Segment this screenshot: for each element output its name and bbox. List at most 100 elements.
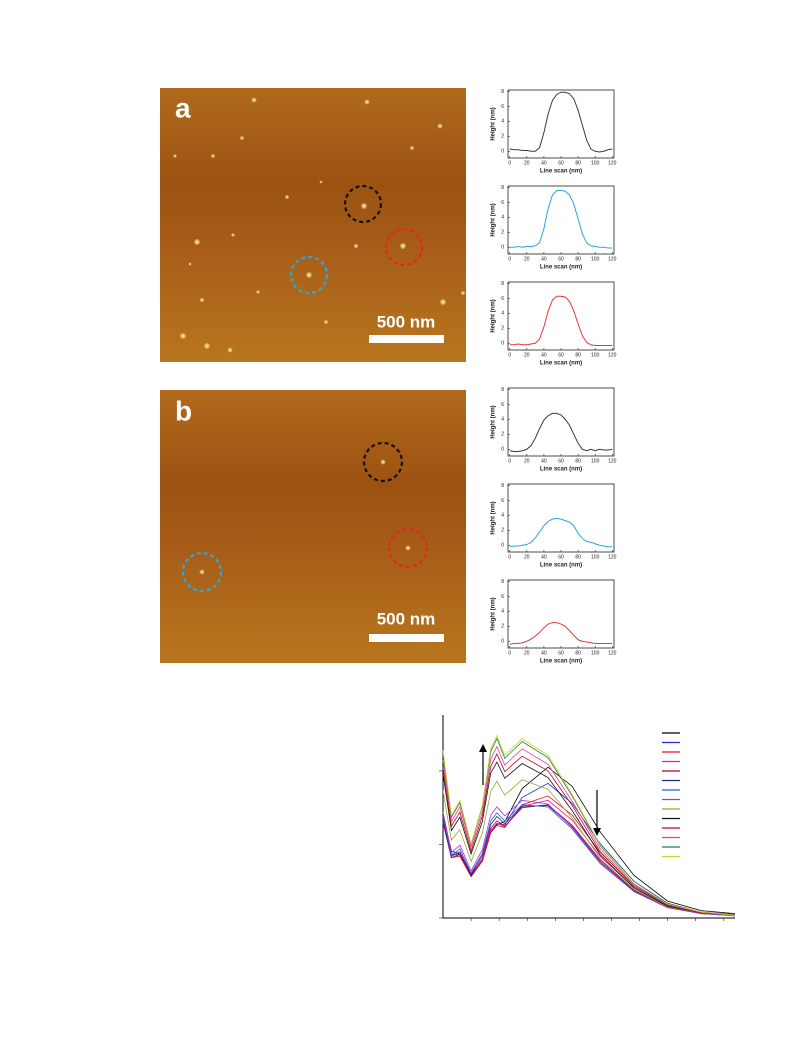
x-tick-label: 0 — [508, 554, 511, 560]
x-axis-label: Line scan (nm) — [540, 169, 582, 175]
x-tick-label: 120 — [608, 554, 617, 560]
x-tick-label: 80 — [575, 160, 581, 166]
y-tick-label: 8 — [501, 185, 504, 191]
x-tick-label: 120 — [608, 256, 617, 262]
x-tick-label: 80 — [575, 256, 581, 262]
series-line — [442, 804, 736, 916]
x-tick-label: 20 — [524, 458, 530, 464]
x-tick-label: 0 — [508, 160, 511, 166]
x-tick-label: 120 — [608, 458, 617, 464]
series-line — [442, 799, 736, 916]
y-axis-label: Height (nm) — [491, 501, 497, 534]
marker-circle — [384, 227, 424, 267]
panel-label: a — [175, 92, 191, 123]
plot-frame — [507, 483, 615, 553]
x-tick-label: 120 — [608, 352, 617, 358]
x-tick-label: 80 — [575, 352, 581, 358]
y-tick-label: 2 — [501, 432, 504, 438]
y-tick-label: 8 — [501, 89, 504, 95]
series-line — [509, 295, 613, 347]
x-tick-label: 100 — [591, 256, 600, 262]
y-axis-label: Height (nm) — [491, 405, 497, 438]
y-tick-label: 4 — [501, 609, 504, 615]
x-tick-label: 40 — [541, 160, 547, 166]
plot-frame — [507, 387, 615, 457]
x-axis-label: Line scan (nm) — [540, 265, 582, 271]
series-line — [442, 737, 736, 916]
x-tick-label: 80 — [575, 458, 581, 464]
series-line — [442, 779, 736, 917]
series-line — [509, 517, 613, 548]
afm-image-a: a 500 nm — [160, 88, 466, 362]
x-tick-label: 20 — [524, 554, 530, 560]
afm-background — [160, 390, 466, 663]
x-tick-label: 60 — [558, 160, 564, 166]
y-tick-label: 6 — [501, 296, 504, 302]
series-line — [442, 805, 736, 917]
x-axis-label: Line scan (nm) — [540, 563, 582, 569]
x-tick-label: 20 — [524, 650, 530, 656]
x-tick-label: 120 — [608, 650, 617, 656]
x-tick-label: 60 — [558, 650, 564, 656]
x-tick-label: 80 — [575, 554, 581, 560]
x-tick-label: 100 — [591, 458, 600, 464]
plot-frame — [507, 89, 615, 159]
series-line — [442, 753, 736, 916]
scale-bar-label: 500 nm — [377, 609, 436, 628]
x-tick-label: 20 — [524, 160, 530, 166]
x-axis-label: Line scan (nm) — [540, 361, 582, 367]
x-axis-label: Line scan (nm) — [540, 659, 582, 665]
x-tick-label: 0 — [508, 352, 511, 358]
y-tick-label: 8 — [501, 579, 504, 585]
x-tick-label: 0 — [508, 256, 511, 262]
particles — [199, 459, 411, 575]
y-axis-label: Height (nm) — [491, 107, 497, 140]
series-line — [442, 804, 736, 917]
y-tick-label: 4 — [501, 513, 504, 519]
particles — [173, 97, 465, 353]
series-line — [509, 189, 613, 249]
x-tick-label: 60 — [558, 554, 564, 560]
y-tick-label: 6 — [501, 200, 504, 206]
y-tick-label: 2 — [501, 230, 504, 236]
plot-frame — [507, 185, 615, 255]
x-tick-label: 40 — [541, 256, 547, 262]
y-axis-label: Height (nm) — [491, 597, 497, 630]
x-tick-label: 0 — [508, 458, 511, 464]
x-tick-label: 40 — [541, 458, 547, 464]
x-tick-label: 40 — [541, 650, 547, 656]
marker-circle — [362, 441, 404, 483]
series-line — [442, 734, 736, 916]
afm-background — [160, 88, 466, 362]
x-tick-label: 20 — [524, 352, 530, 358]
series-line — [442, 745, 736, 916]
y-axis-label: Height (nm) — [491, 203, 497, 236]
y-tick-label: 6 — [501, 498, 504, 504]
x-tick-label: 0 — [508, 650, 511, 656]
x-tick-label: 100 — [591, 352, 600, 358]
x-tick-label: 100 — [591, 650, 600, 656]
x-tick-label: 60 — [558, 256, 564, 262]
y-tick-label: 2 — [501, 326, 504, 332]
y-tick-label: 4 — [501, 417, 504, 423]
plot-frame — [507, 281, 615, 351]
x-tick-label: 100 — [591, 554, 600, 560]
x-tick-label: 40 — [541, 554, 547, 560]
scale-bar — [369, 335, 444, 343]
y-tick-label: 2 — [501, 624, 504, 630]
marker-circle — [343, 184, 383, 224]
x-axis-label: Line scan (nm) — [540, 467, 582, 473]
y-tick-label: 2 — [501, 134, 504, 140]
y-tick-label: 8 — [501, 387, 504, 393]
scale-bar-label: 500 nm — [377, 312, 436, 331]
afm-image-b: b 500 nm — [160, 390, 466, 663]
x-tick-label: 60 — [558, 458, 564, 464]
y-tick-label: 6 — [501, 104, 504, 110]
panel-label: b — [175, 395, 192, 426]
y-tick-label: 0 — [501, 639, 504, 645]
series-line — [509, 91, 613, 153]
y-tick-label: 8 — [501, 483, 504, 489]
